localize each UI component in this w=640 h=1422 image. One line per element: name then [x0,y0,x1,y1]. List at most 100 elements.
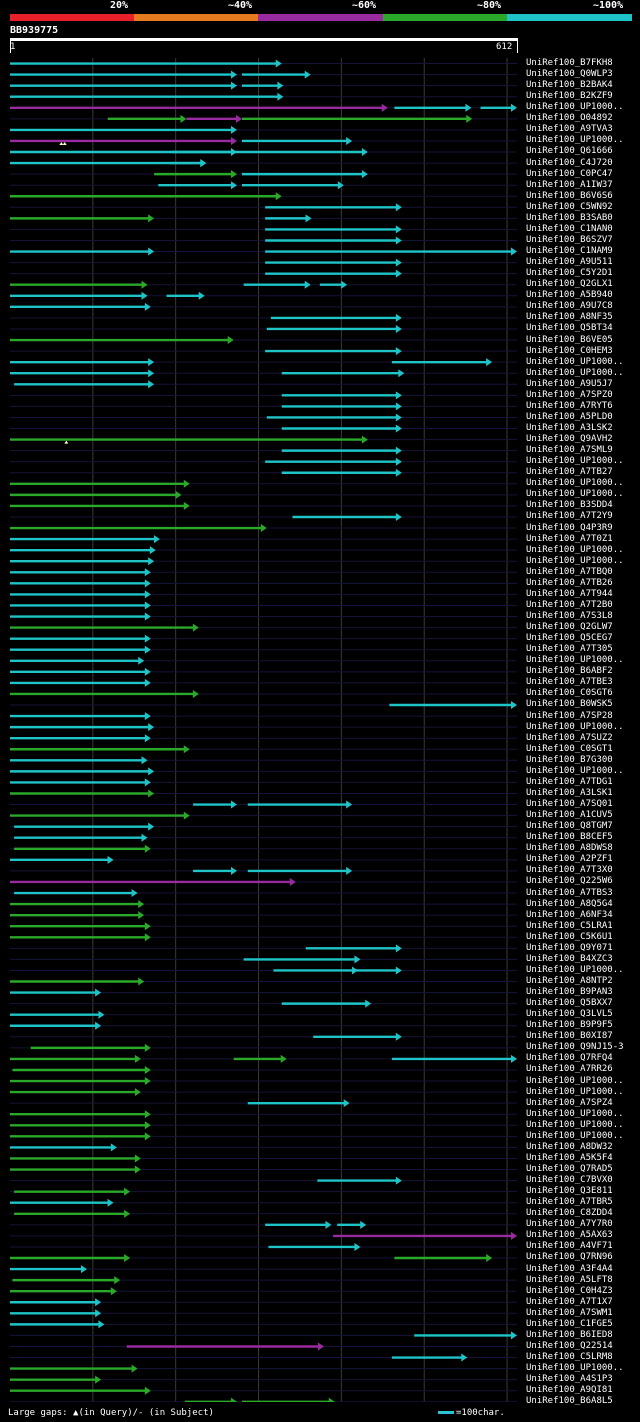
hit-row[interactable]: UniRef100_A5K5F4 [0,1153,640,1164]
hit-row[interactable]: UniRef100_A9U511 [0,257,640,268]
hit-row[interactable]: UniRef100_UP1000.. [0,135,640,146]
hit-row[interactable]: UniRef100_A7SQ01 [0,799,640,810]
hit-row[interactable]: UniRef100_C5LRM8 [0,1352,640,1363]
hit-row[interactable]: UniRef100_A7T0Z1 [0,534,640,545]
hit-label[interactable]: UniRef100_B3SDD4 [526,500,613,511]
hit-row[interactable]: UniRef100_Q3LVL5 [0,1009,640,1020]
hit-row[interactable]: UniRef100_B6SZV7 [0,235,640,246]
hit-row[interactable]: UniRef100_A7TB26 [0,578,640,589]
hit-label[interactable]: UniRef100_UP1000.. [526,555,624,566]
hit-row[interactable]: UniRef100_Q7RFQ4 [0,1053,640,1064]
hit-row[interactable]: UniRef100_B0XI87 [0,1031,640,1042]
hit-row[interactable]: UniRef100_UP1000.. [0,357,640,368]
hit-row[interactable]: UniRef100_C5Y2D1 [0,268,640,279]
hit-row[interactable]: UniRef100_Q2GLX1 [0,279,640,290]
hit-row[interactable]: UniRef100_Q5BXX7 [0,998,640,1009]
hit-label[interactable]: UniRef100_B6A8L5 [526,1396,613,1407]
hit-label[interactable]: UniRef100_C5WN92 [526,201,613,212]
hit-label[interactable]: UniRef100_UP1000.. [526,765,624,776]
hit-row[interactable]: UniRef100_A1CUV5 [0,810,640,821]
hit-row[interactable]: UniRef100_A7SPZ0 [0,390,640,401]
hit-label[interactable]: UniRef100_A7T3X0 [526,865,613,876]
hit-row[interactable]: UniRef100_C7BVX0 [0,1175,640,1186]
hit-label[interactable]: UniRef100_A7TBS3 [526,887,613,898]
hit-row[interactable]: UniRef100_C0PC47 [0,169,640,180]
hit-label[interactable]: UniRef100_A9U511 [526,257,613,268]
hit-label[interactable]: UniRef100_C5Y2D1 [526,268,613,279]
hit-label[interactable]: UniRef100_A5B940 [526,290,613,301]
hit-row[interactable]: UniRef100_UP1000.. [0,1076,640,1087]
hit-label[interactable]: UniRef100_A7TDG1 [526,776,613,787]
hit-row[interactable]: UniRef100_Q9AVH2 [0,434,640,445]
hit-label[interactable]: UniRef100_B0XI87 [526,1031,613,1042]
hit-row[interactable]: UniRef100_A7SWM1 [0,1308,640,1319]
hit-row[interactable]: UniRef100_UP1000.. [0,1120,640,1131]
hit-row[interactable]: UniRef100_B6V6S6 [0,191,640,202]
hit-row[interactable]: UniRef100_O04892 [0,113,640,124]
hit-label[interactable]: UniRef100_Q225W6 [526,876,613,887]
hit-label[interactable]: UniRef100_C8ZDD4 [526,1208,613,1219]
hit-row[interactable]: UniRef100_UP1000.. [0,556,640,567]
hit-row[interactable]: UniRef100_A7T944 [0,589,640,600]
hit-label[interactable]: UniRef100_A3F4A4 [526,1263,613,1274]
hit-label[interactable]: UniRef100_UP1000.. [526,456,624,467]
hit-label[interactable]: UniRef100_A7SQ01 [526,799,613,810]
hit-row[interactable]: UniRef100_C5LRA1 [0,921,640,932]
hit-label[interactable]: UniRef100_A5LFT8 [526,1274,613,1285]
hit-row[interactable]: UniRef100_A7RYT6 [0,401,640,412]
hit-label[interactable]: UniRef100_A7TB26 [526,577,613,588]
hit-row[interactable]: UniRef100_Q3E811 [0,1186,640,1197]
hit-label[interactable]: UniRef100_A7T305 [526,644,613,655]
hit-row[interactable]: UniRef100_UP1000.. [0,965,640,976]
hit-row[interactable]: UniRef100_C0HEM3 [0,346,640,357]
hit-label[interactable]: UniRef100_A7TBE3 [526,677,613,688]
hit-label[interactable]: UniRef100_B7G300 [526,754,613,765]
hit-row[interactable]: UniRef100_UP1000.. [0,489,640,500]
hit-label[interactable]: UniRef100_C0SGT6 [526,688,613,699]
hit-label[interactable]: UniRef100_B6IED8 [526,1329,613,1340]
hit-label[interactable]: UniRef100_C4J720 [526,157,613,168]
hit-row[interactable]: UniRef100_Q9Y071 [0,943,640,954]
hit-row[interactable]: UniRef100_C1NAN0 [0,224,640,235]
hit-label[interactable]: UniRef100_O04892 [526,113,613,124]
hit-row[interactable]: UniRef100_A8NTP2 [0,976,640,987]
hit-row[interactable]: UniRef100_Q9NJ15-3 [0,1042,640,1053]
hit-row[interactable]: UniRef100_B0WSK5 [0,699,640,710]
hit-label[interactable]: UniRef100_B2BAK4 [526,80,613,91]
hit-label[interactable]: UniRef100_A7TBR5 [526,1197,613,1208]
hit-label[interactable]: UniRef100_B0WSK5 [526,699,613,710]
hit-label[interactable]: UniRef100_Q7RFQ4 [526,1053,613,1064]
hit-row[interactable]: UniRef100_UP1000.. [0,1131,640,1142]
hit-row[interactable]: UniRef100_B7FKH8 [0,58,640,69]
hit-row[interactable]: UniRef100_A3LSK1 [0,788,640,799]
hit-row[interactable]: UniRef100_UP1000.. [0,545,640,556]
hit-row[interactable]: UniRef100_A6NF34 [0,910,640,921]
hit-label[interactable]: UniRef100_UP1000.. [526,489,624,500]
hit-label[interactable]: UniRef100_A1IW37 [526,179,613,190]
hit-label[interactable]: UniRef100_A9TVA3 [526,124,613,135]
hit-row[interactable]: UniRef100_C5K6U1 [0,932,640,943]
hit-label[interactable]: UniRef100_Q61666 [526,146,613,157]
hit-row[interactable]: UniRef100_Q5BT34 [0,323,640,334]
hit-row[interactable]: UniRef100_A7T2Y9 [0,511,640,522]
hit-label[interactable]: UniRef100_UP1000.. [526,478,624,489]
hit-label[interactable]: UniRef100_A2PZF1 [526,854,613,865]
hit-label[interactable]: UniRef100_A9U5J7 [526,378,613,389]
hit-label[interactable]: UniRef100_Q2GLW7 [526,622,613,633]
hit-row[interactable]: UniRef100_A4VF71 [0,1241,640,1252]
hit-label[interactable]: UniRef100_A9QI81 [526,1385,613,1396]
hit-label[interactable]: UniRef100_A7TB27 [526,467,613,478]
hit-row[interactable]: UniRef100_A5AX63 [0,1230,640,1241]
hit-row[interactable]: UniRef100_A7T2B0 [0,600,640,611]
hit-label[interactable]: UniRef100_A7SML9 [526,445,613,456]
hit-row[interactable]: UniRef100_B6A8L5 [0,1396,640,1407]
hit-row[interactable]: UniRef100_A5B940 [0,290,640,301]
hit-row[interactable]: UniRef100_UP1000.. [0,766,640,777]
hit-label[interactable]: UniRef100_A5PLD0 [526,411,613,422]
hit-label[interactable]: UniRef100_B9PAN3 [526,987,613,998]
hit-label[interactable]: UniRef100_C1NAN0 [526,223,613,234]
hit-row[interactable]: UniRef100_A9U5J7 [0,379,640,390]
hit-row[interactable]: UniRef100_A7TBE3 [0,677,640,688]
hit-row[interactable]: UniRef100_A8NF35 [0,312,640,323]
hit-label[interactable]: UniRef100_A7T2Y9 [526,511,613,522]
